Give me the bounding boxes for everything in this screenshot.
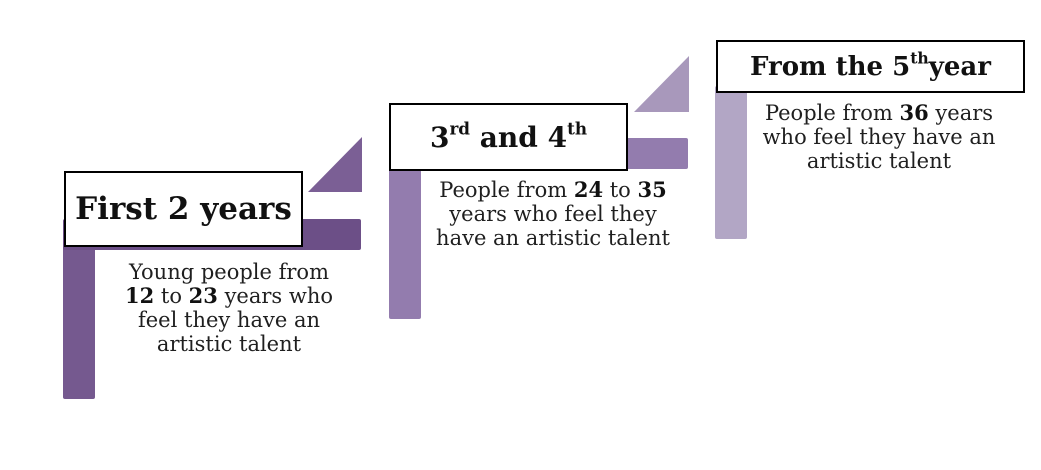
stage2-desc-line3: have an artistic talent	[436, 226, 670, 250]
stage3-desc-people: People from	[764, 101, 900, 125]
stage2-title-b: and 4	[470, 120, 568, 154]
stage1-desc-line4: artistic talent	[156, 332, 302, 356]
stage3-age-min: 36	[899, 100, 929, 125]
stage1-age-min: 12	[124, 283, 155, 308]
stage2-description: People from 24 to 35 years who feel they…	[428, 177, 678, 251]
stage3-title-b: year	[928, 51, 991, 82]
stage1-title-box: First 2 years	[64, 171, 303, 247]
stage2-title-a-sup: rd	[449, 117, 471, 138]
stage1-title: First 2 years	[75, 191, 292, 227]
stage2-desc-line2: years who feel they	[449, 202, 657, 226]
stage3-desc-line3: artistic talent	[806, 149, 952, 173]
stage3-desc-years: years	[928, 101, 994, 125]
stage2-desc-line1: People from 24 to 35	[428, 177, 678, 203]
stage1-age-max: 23	[188, 283, 218, 308]
stage3-bar-vertical	[715, 86, 747, 239]
stage2-title-box: 3rd and 4th	[389, 103, 628, 171]
stage1-arrow-triangle	[308, 137, 362, 192]
stage2-age-min: 24	[573, 177, 604, 202]
stage1-desc-line2: 12 to 23 years who	[105, 283, 353, 309]
stage2-title-a: 3	[429, 120, 450, 154]
stage2-bar-vertical	[389, 163, 421, 319]
stage1-desc-line1: Young people from	[129, 260, 329, 284]
stage2-desc-to: to	[603, 178, 638, 202]
stage3-title-a-sup: th	[910, 47, 929, 67]
stage1-desc-line3: feel they have an	[137, 308, 320, 332]
stage2-arrow-triangle	[634, 56, 689, 112]
stage1-description: Young people from 12 to 23 years who fee…	[105, 260, 353, 356]
stage3-desc-line1: People from 36 years	[752, 100, 1006, 126]
stage2-age-max: 35	[637, 177, 667, 202]
stage2-title: 3rd and 4th	[429, 117, 588, 154]
stage3-title-a: From the 5	[750, 51, 911, 82]
stage2-desc-people: People from	[439, 178, 574, 202]
stage3-title: From the 5thyear	[750, 50, 991, 82]
stage3-description: People from 36 years who feel they have …	[752, 100, 1006, 174]
stage3-title-box: From the 5thyear	[716, 40, 1025, 93]
stage1-bar-vertical	[63, 242, 95, 399]
stage3-desc-line2: who feel they have an	[762, 125, 996, 149]
stage1-desc-years: years who	[217, 284, 334, 308]
stage1-desc-to: to	[154, 284, 189, 308]
stage2-title-b-sup: th	[567, 117, 588, 138]
